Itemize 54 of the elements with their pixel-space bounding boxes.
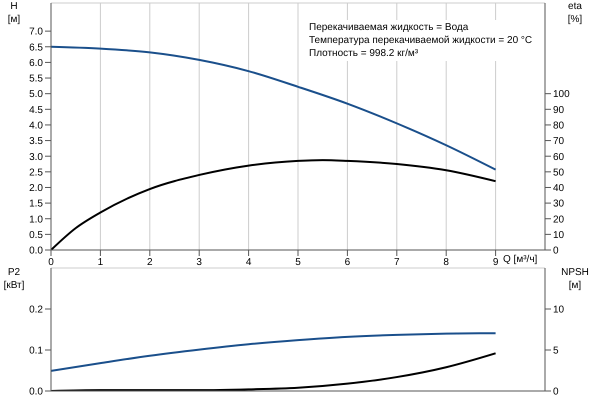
x-tick-label: 3: [196, 257, 202, 268]
y2-tick-label: 100: [553, 89, 570, 100]
x-tick-label: 5: [295, 257, 302, 268]
y2-tick-label: 80: [553, 120, 565, 132]
x-tick-label: 1: [98, 257, 104, 268]
y-tick-label: 2.5: [29, 167, 44, 178]
x-axis-title: Q [м³/ч]: [503, 254, 538, 265]
x-tick-label: 9: [492, 257, 499, 268]
y2-tick-label: 70: [553, 136, 565, 148]
line-series: [51, 46, 497, 171]
y-axis-title: P2 [кВт]: [2, 266, 26, 292]
y-tick-label: 4.5: [29, 104, 44, 116]
y2-tick-label: 0: [553, 386, 559, 398]
y-tick-label: 4.0: [29, 120, 44, 132]
y-tick-label: 7.0: [29, 26, 44, 38]
x-tick-label: 0: [48, 257, 54, 268]
x-tick-label: 2: [147, 257, 154, 268]
y-tick-label: 0.1: [29, 346, 44, 357]
y-tick-label: 6.5: [29, 42, 44, 54]
y2-tick-label: 10: [553, 304, 565, 316]
x-tick-label: 4: [246, 257, 252, 268]
y2-tick-label: 5: [553, 346, 559, 357]
y-tick-label: 0.0: [29, 246, 44, 257]
line-series: [51, 352, 497, 391]
y-tick-label: 0.5: [29, 230, 44, 241]
x-tick-label: 7: [394, 257, 400, 268]
annotation: Плотность = 998.2 кг/м³: [309, 47, 420, 60]
y-tick-label: 3.5: [29, 136, 44, 148]
y-tick-label: 2.0: [29, 183, 44, 194]
line-series: [51, 332, 497, 372]
annotation: Температура перекачиваемой жидкости = 20 °C: [309, 34, 532, 47]
y2-tick-label: 0: [553, 246, 559, 257]
y-tick-label: 5.5: [29, 74, 44, 85]
y2-tick-label: 10: [553, 230, 565, 241]
annotation: Перекачиваемая жидкость = Вода: [309, 21, 470, 34]
y2-tick-label: 60: [553, 152, 565, 163]
x-tick-label: 6: [344, 257, 351, 268]
y2-tick-label: 40: [553, 183, 565, 194]
y-tick-label: 3.0: [29, 152, 44, 163]
y2-tick-label: 30: [553, 198, 565, 210]
line-series: [51, 159, 497, 250]
y2-axis-title: NPSH [м]: [560, 266, 590, 292]
y2-axis-title: eta [%]: [566, 0, 584, 26]
y2-tick-label: 20: [553, 214, 565, 226]
y2-tick-label: 90: [553, 104, 565, 116]
y-axis-title: H [м]: [6, 0, 22, 26]
y2-tick-label: 50: [553, 167, 565, 178]
x-tick-label: 8: [443, 257, 450, 268]
y-tick-label: 0.0: [29, 386, 44, 398]
y-tick-label: 6.0: [29, 58, 44, 69]
y-tick-label: 1.5: [29, 198, 44, 210]
y-tick-label: 5.0: [29, 89, 44, 100]
y-tick-label: 1.0: [29, 214, 44, 226]
y-tick-label: 0.2: [29, 304, 44, 316]
